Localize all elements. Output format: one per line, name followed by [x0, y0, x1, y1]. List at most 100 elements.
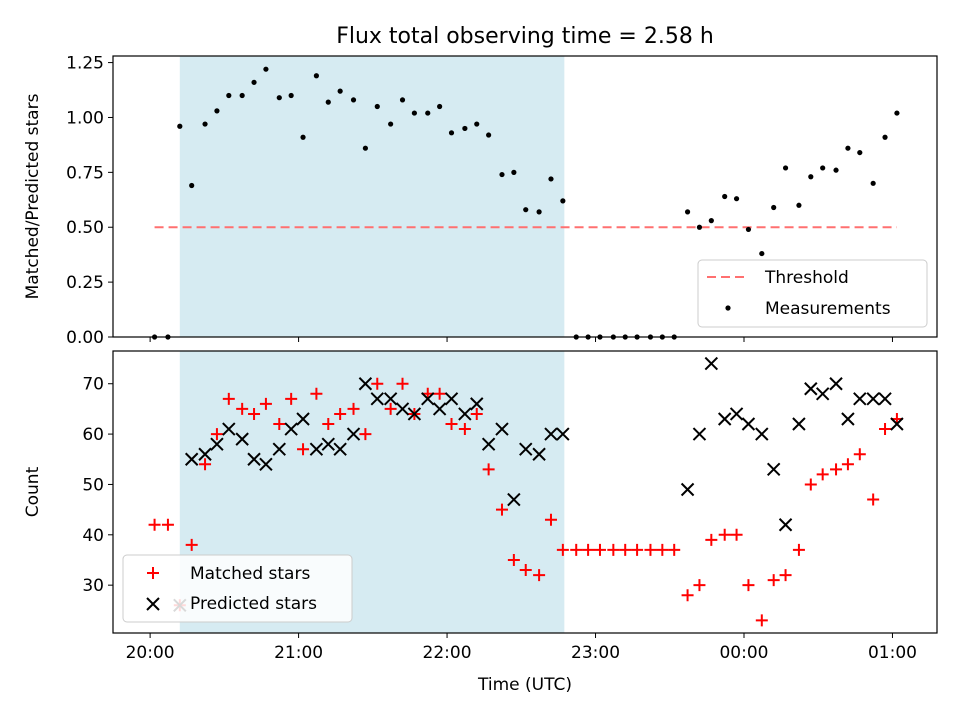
matched-star-point [841, 458, 854, 471]
y-tick-label: 50 [82, 475, 104, 495]
predicted-star-point [383, 392, 398, 406]
predicted-star-point [358, 377, 373, 391]
matched-star-point [371, 377, 384, 390]
matched-star-point [755, 614, 768, 627]
predicted-star-point [370, 392, 384, 406]
matched-star-point [718, 528, 731, 541]
measurement-point [411, 110, 417, 116]
predicted-star-point [333, 442, 347, 456]
y-tick-label: 70 [82, 375, 104, 395]
x-tick-label: 21:00 [274, 643, 323, 663]
predicted-star-point [259, 457, 273, 472]
predicted-star-point [866, 392, 880, 406]
measurement-point [202, 121, 208, 127]
matched-star-point [248, 407, 261, 420]
predicted-star-point [717, 412, 732, 426]
bottom-legend: Matched stars Predicted stars [122, 554, 353, 623]
measurement-point [745, 226, 752, 233]
predicted-star-point [519, 442, 533, 456]
top-y-axis-label: Matched/Predicted stars [23, 93, 43, 299]
y-tick-label: 1.25 [66, 54, 104, 74]
measurement-point [882, 134, 888, 140]
legend-matched-swatch [147, 567, 159, 579]
y-tick-label: 0.25 [66, 273, 104, 293]
measurement-point [511, 169, 517, 175]
y-tick-label: 30 [82, 576, 104, 596]
observing-time-span-top [179, 56, 565, 337]
y-tick-label: 1.00 [66, 108, 104, 128]
predicted-star-point [495, 422, 509, 436]
matched-star-point [495, 503, 508, 516]
matched-star-point [730, 528, 743, 541]
legend-predicted-label: Predicted stars [190, 594, 317, 614]
matched-star-point [359, 428, 372, 441]
matched-star-point [334, 407, 347, 420]
measurement-point [845, 145, 851, 151]
measurement-point [820, 165, 826, 171]
matched-star-point [482, 463, 495, 476]
measurement-point [536, 209, 542, 215]
matched-star-point [582, 543, 595, 556]
measurement-point [696, 224, 703, 230]
measurement-point [474, 121, 480, 127]
measurement-point [796, 202, 802, 208]
measurement-point [362, 145, 368, 151]
x-axis-label: Time (UTC) [477, 675, 572, 695]
matched-star-point [656, 543, 669, 556]
matched-star-point [384, 402, 397, 415]
top-legend: Threshold Measurements [697, 259, 928, 328]
matched-star-point [779, 569, 792, 582]
y-tick-label: 0.75 [66, 163, 104, 183]
predicted-star-point [692, 427, 707, 441]
measurement-point [462, 125, 468, 132]
predicted-star-point [470, 397, 484, 411]
predicted-star-point [890, 417, 904, 431]
matched-star-point [236, 402, 249, 415]
predicted-star-point [407, 407, 422, 421]
matched-star-point [445, 418, 458, 431]
matched-star-point [556, 543, 569, 556]
predicted-star-point [766, 462, 781, 477]
x-tick-label: 00:00 [719, 643, 768, 663]
matched-star-point [222, 392, 235, 405]
predicted-star-point [815, 387, 830, 401]
bottom-legend-box [122, 554, 353, 623]
matched-stars-series [148, 377, 903, 627]
y-tick-label: 0.50 [66, 218, 104, 238]
matched-star-point [199, 458, 212, 471]
measurement-point [325, 99, 331, 105]
matched-star-point [273, 418, 286, 431]
measurement-point [808, 174, 814, 180]
matched-star-point [742, 579, 755, 592]
predicted-star-point [321, 437, 335, 451]
matched-star-point [705, 533, 718, 546]
measurement-point [560, 198, 566, 204]
matched-star-point [544, 513, 557, 526]
measurement-point [437, 103, 443, 110]
top-legend-box [697, 259, 928, 328]
matched-star-point [570, 543, 583, 556]
measurement-point [771, 204, 777, 211]
measurement-point [350, 97, 357, 103]
matched-star-point [830, 463, 843, 476]
measurement-point [722, 193, 728, 200]
x-tick-label: 20:00 [126, 643, 175, 663]
top-axes: 0.00 0.25 0.50 0.75 1.00 1.25 [66, 54, 893, 348]
matched-star-point [681, 589, 694, 602]
predicted-star-point [247, 452, 261, 466]
measurement-point [708, 218, 714, 224]
measurement-point [684, 209, 691, 215]
predicted-star-point [309, 442, 324, 456]
measurement-point [499, 171, 505, 178]
matched-star-point [668, 543, 681, 556]
predicted-star-point [704, 356, 719, 371]
predicted-star-point [829, 377, 843, 391]
y-tick-label: 0.00 [66, 328, 104, 348]
matched-star-point [347, 402, 360, 415]
measurement-point [288, 92, 294, 99]
top-axes-frame [112, 55, 938, 338]
matched-star-point [259, 397, 272, 410]
measurement-point [733, 196, 740, 202]
predicted-star-point [804, 382, 818, 396]
predicted-star-point [544, 427, 558, 441]
